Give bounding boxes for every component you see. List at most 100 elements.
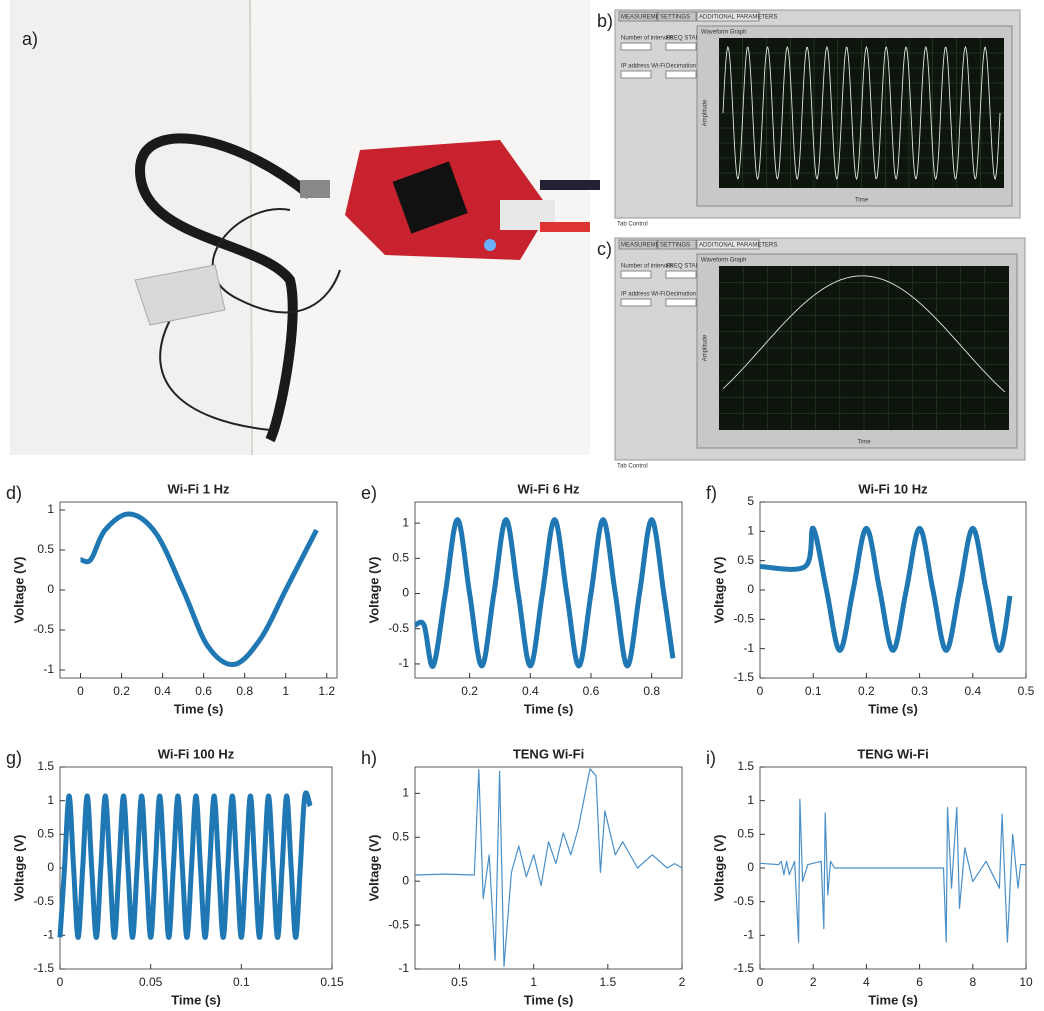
x-tick-label: 1 [282, 684, 289, 698]
field-input [620, 70, 652, 79]
y-tick-label: -0.5 [33, 622, 54, 636]
y-tick-label: 5 [747, 494, 754, 508]
chart-title: TENG Wi-Fi [513, 746, 584, 761]
y-tick-label: 1 [47, 502, 54, 516]
tab [657, 239, 697, 250]
x-tick-label: 0 [757, 684, 764, 698]
chart-title: Wi-Fi 6 Hz [518, 481, 580, 496]
chart: g) Wi-Fi 100 Hz Time (s) Voltage (V) 0 0.05 0.… [6, 746, 344, 1007]
x-tick-label: 8 [969, 975, 976, 989]
y-tick-label: 0 [402, 873, 409, 887]
field-label: IP address Wi-Fi [621, 292, 665, 298]
screen-footer: Tab Control [617, 222, 648, 228]
chart-title: Wi-Fi 10 Hz [858, 481, 928, 496]
x-tick-label: 1 [530, 975, 537, 989]
panel-label: h) [361, 748, 377, 768]
x-tick-label: 0.4 [522, 684, 539, 698]
chart: e) Wi-Fi 6 Hz Time (s) Voltage (V) 0.2 0.4 0.6… [361, 481, 683, 716]
y-tick-label: 1 [402, 786, 409, 800]
y-tick-label: 0 [747, 582, 754, 596]
x-tick-label: 0.2 [113, 684, 130, 698]
plot-frame [414, 766, 683, 970]
x-tick-label: 0.15 [320, 975, 344, 989]
tab [618, 239, 658, 250]
field-input [620, 42, 652, 51]
tab [657, 11, 697, 22]
y-tick-label: 0.5 [392, 829, 409, 843]
x-tick-label: 1.2 [318, 684, 335, 698]
x-tick-label: 2 [810, 975, 817, 989]
field-label: Decimation [666, 292, 696, 298]
y-axis-label: Voltage (V) [711, 835, 726, 902]
x-tick-label: 0.2 [461, 684, 478, 698]
chart: h) TENG Wi-Fi Time (s) Voltage (V) 0.5 1 1.5 2 -… [361, 746, 686, 1007]
y-axis-label: Voltage (V) [366, 835, 381, 902]
x-tick-label: 0.5 [1018, 684, 1035, 698]
field-input [665, 42, 697, 51]
panel-label: g) [6, 748, 22, 768]
data-line [759, 798, 1026, 943]
x-tick-label: 0.1 [233, 975, 250, 989]
y-tick-label: -1.5 [33, 961, 54, 975]
y-axis-label: Voltage (V) [11, 835, 26, 902]
screen-footer: Tab Control [617, 464, 648, 470]
tab-label: MEASUREMENTS [621, 15, 672, 21]
tab-label: SETTINGS [660, 15, 690, 21]
field-label: Number of intervals [621, 36, 673, 42]
tab-label: SETTINGS [660, 243, 690, 249]
x-tick-label: 0.05 [139, 975, 163, 989]
panel-label: b) [597, 11, 613, 31]
x-tick-label: 0.6 [195, 684, 212, 698]
tab [696, 239, 760, 250]
screen-x-label: Time [857, 440, 871, 446]
chart: f) Wi-Fi 10 Hz Time (s) Voltage (V) 0 0.1 0.2 0… [706, 481, 1035, 716]
x-axis-label: Time (s) [524, 992, 574, 1007]
field-label: Decimation [666, 64, 696, 70]
x-tick-label: 0 [757, 975, 764, 989]
screen-x-label: Time [855, 198, 869, 204]
x-axis-label: Time (s) [868, 701, 918, 716]
x-tick-label: 0 [77, 684, 84, 698]
data-line [414, 517, 676, 669]
y-tick-label: -0.5 [733, 612, 754, 626]
x-tick-label: 0.4 [964, 684, 981, 698]
teng-device [134, 264, 226, 326]
screen-waveform [722, 275, 1006, 393]
graph-title: Waveform Graph [701, 30, 746, 36]
x-tick-label: 0 [57, 975, 64, 989]
x-axis-label: Time (s) [174, 701, 224, 716]
chart-title: Wi-Fi 1 Hz [168, 481, 230, 496]
tab-label: ADDITIONAL PARAMETERS [699, 15, 777, 21]
cable [134, 133, 314, 443]
y-tick-label: -0.5 [733, 894, 754, 908]
x-tick-label: 0.1 [805, 684, 822, 698]
y-tick-label: -1 [43, 662, 54, 676]
usb-cable [540, 222, 590, 232]
field-input [665, 70, 697, 79]
usb-cable [540, 180, 600, 190]
y-tick-label: 0 [747, 860, 754, 874]
wire [211, 208, 341, 314]
chart-title: TENG Wi-Fi [857, 746, 928, 761]
y-tick-label: 1.5 [37, 759, 54, 773]
panel-label: c) [597, 239, 612, 259]
x-tick-label: 0.6 [583, 684, 600, 698]
y-tick-label: 0 [47, 582, 54, 596]
x-tick-label: 1.5 [599, 975, 616, 989]
field-input [665, 298, 697, 307]
y-tick-label: 0.5 [737, 827, 754, 841]
x-axis-label: Time (s) [524, 701, 574, 716]
field-label: Number of intervals [621, 264, 673, 270]
tab-label: ADDITIONAL PARAMETERS [699, 243, 777, 249]
heatsink [392, 161, 468, 234]
x-tick-label: 0.4 [154, 684, 171, 698]
y-tick-label: 0.5 [737, 553, 754, 567]
y-axis-label: Voltage (V) [11, 557, 26, 624]
field-label: FREQ START [666, 264, 704, 270]
connector [300, 180, 330, 198]
tab-label: MEASUREMENTS [621, 243, 672, 249]
field-label: FREQ START [666, 36, 704, 42]
x-axis-label: Time (s) [171, 992, 221, 1007]
data-line [414, 768, 683, 967]
